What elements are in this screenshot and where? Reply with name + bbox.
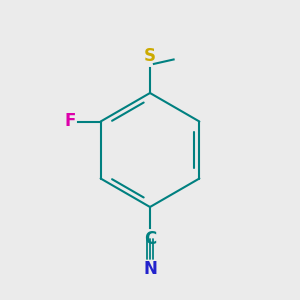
Text: C: C [144, 230, 156, 248]
Text: F: F [64, 112, 76, 130]
Text: S: S [144, 47, 156, 65]
Text: N: N [143, 260, 157, 278]
